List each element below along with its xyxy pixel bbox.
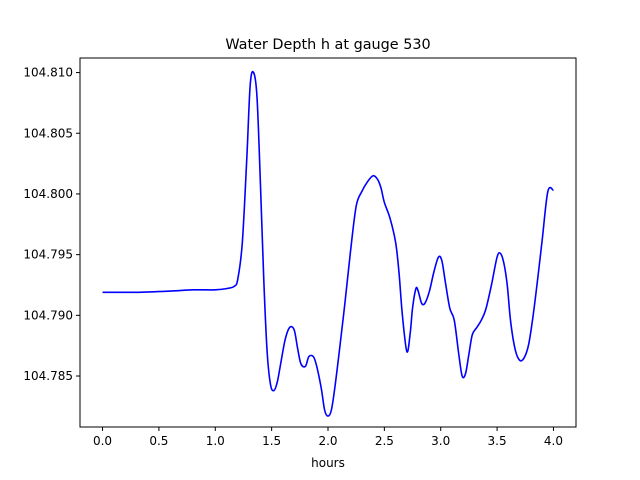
x-tick-label: 0.5 bbox=[149, 434, 168, 448]
plot-area bbox=[102, 70, 555, 417]
x-axis: 0.0 0.5 1.0 1.5 2.0 2.5 3.0 3.5 4.0 bbox=[93, 427, 563, 448]
x-tick-label: 2.0 bbox=[318, 434, 337, 448]
y-tick-label: 104.785 bbox=[23, 369, 73, 383]
x-tick-label: 4.0 bbox=[544, 434, 563, 448]
axes-frame bbox=[79, 57, 577, 428]
series-line bbox=[102, 70, 555, 417]
y-tick-label: 104.805 bbox=[23, 126, 73, 140]
x-tick-label: 3.0 bbox=[431, 434, 450, 448]
y-tick-label: 104.790 bbox=[23, 308, 73, 322]
x-tick-label: 3.5 bbox=[488, 434, 507, 448]
x-tick-label: 2.5 bbox=[375, 434, 394, 448]
y-axis: 104.785 104.790 104.795 104.800 104.805 104.8… bbox=[23, 66, 80, 383]
chart-title: Water Depth h at gauge 530 bbox=[225, 37, 430, 53]
y-tick-label: 104.795 bbox=[23, 248, 73, 262]
y-tick-label: 104.810 bbox=[23, 66, 73, 80]
x-axis-label: hours bbox=[311, 456, 345, 470]
x-tick-label: 1.0 bbox=[206, 434, 225, 448]
y-tick-label: 104.800 bbox=[23, 187, 73, 201]
x-tick-label: 0.0 bbox=[93, 434, 112, 448]
x-tick-label: 1.5 bbox=[262, 434, 281, 448]
